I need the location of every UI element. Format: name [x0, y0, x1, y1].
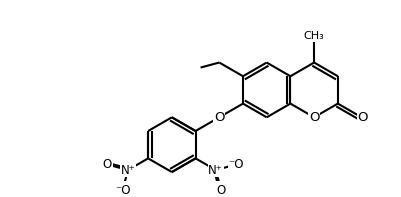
Text: N⁺: N⁺ — [208, 164, 223, 177]
Text: ⁻O: ⁻O — [229, 158, 244, 171]
Text: ⁻O: ⁻O — [115, 184, 130, 197]
Text: O: O — [214, 111, 225, 124]
Text: CH₃: CH₃ — [304, 31, 324, 41]
Text: O: O — [217, 184, 226, 197]
Text: O: O — [103, 158, 112, 171]
Text: O: O — [309, 111, 319, 124]
Text: O: O — [357, 111, 368, 124]
Text: N⁺: N⁺ — [121, 164, 136, 177]
